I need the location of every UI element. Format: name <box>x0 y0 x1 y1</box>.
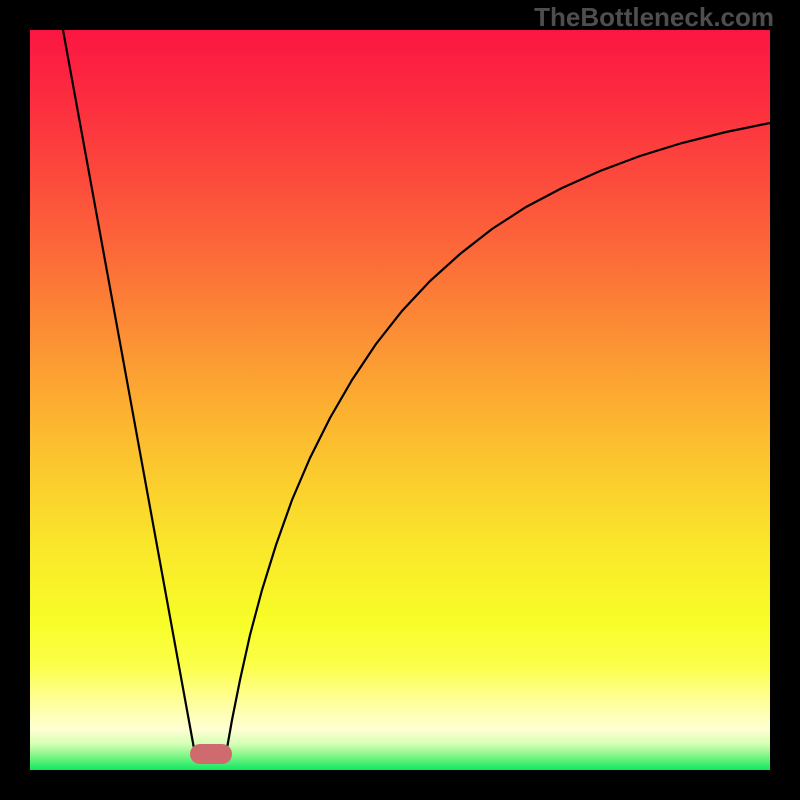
curve-left-line <box>63 30 195 754</box>
curve-layer <box>0 0 800 800</box>
chart-container: TheBottleneck.com <box>0 0 800 800</box>
optimum-marker <box>190 744 232 764</box>
curve-right-polyline <box>226 123 770 754</box>
